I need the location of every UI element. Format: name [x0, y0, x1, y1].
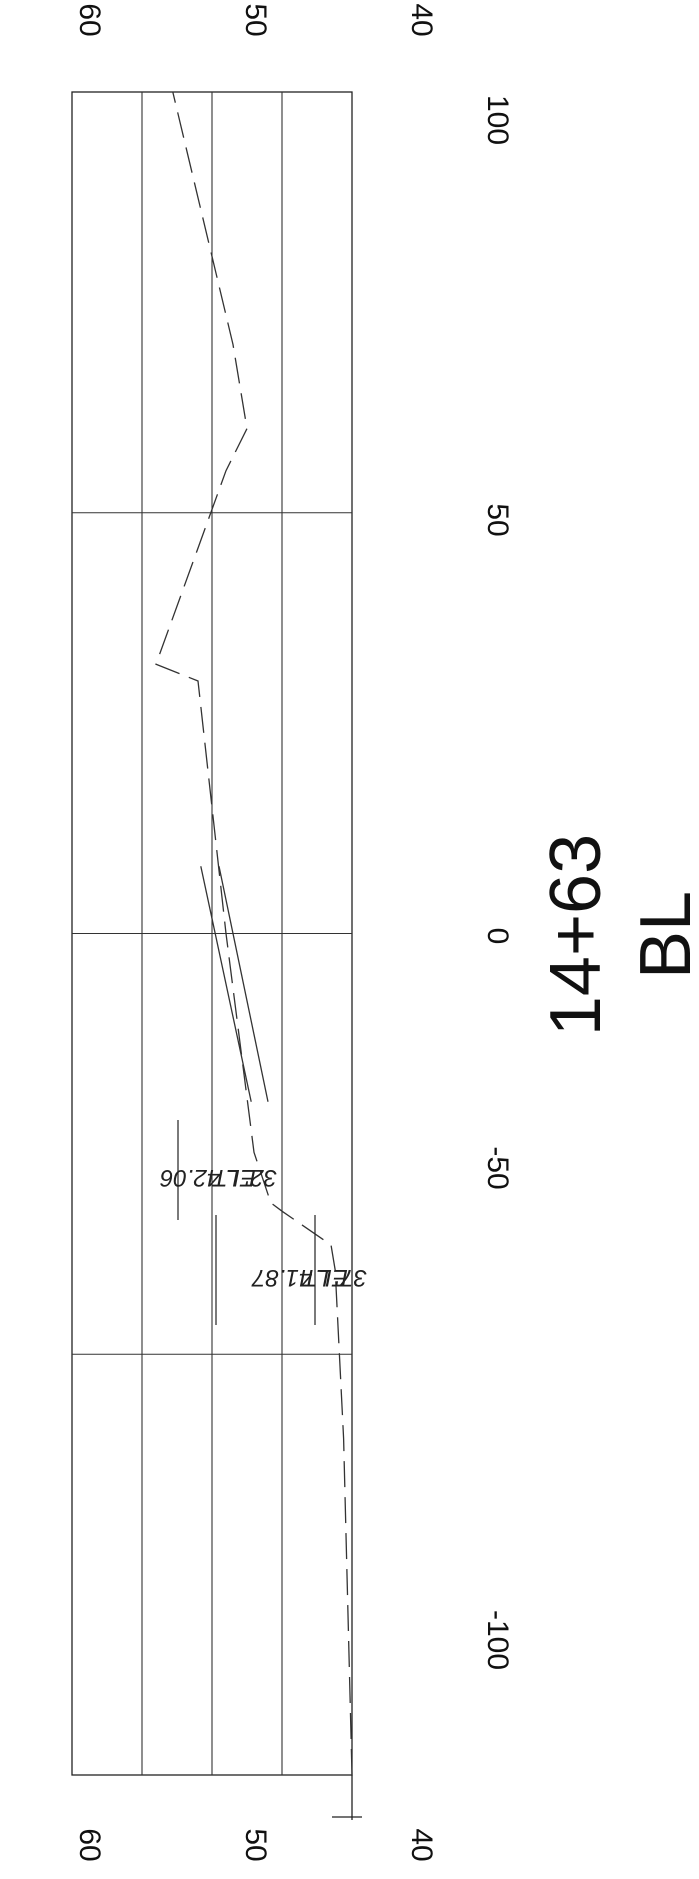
- x-tick-label-100: 100: [481, 95, 514, 145]
- annotation-offset-37: 37' LT: [301, 1264, 368, 1291]
- x-tick-label-minus-50: -50: [481, 1146, 514, 1189]
- proposed-section-line: [218, 866, 269, 1102]
- plot-area: [71, 91, 362, 1820]
- y-tick-label-right-60: 60: [73, 3, 106, 36]
- proposed-section-line: [200, 866, 252, 1102]
- chart-subtitle-baseline: BL: [626, 891, 699, 979]
- chart-title-station: 14+63: [536, 834, 616, 1036]
- x-tick-label-minus-100: -100: [481, 1610, 514, 1670]
- y-tick-label-left-50: 50: [239, 1828, 272, 1861]
- y-tick-label-right-40: 40: [405, 3, 438, 36]
- y-tick-label-left-40: 40: [405, 1828, 438, 1861]
- annotation-offset-32: 32' LT: [211, 1164, 278, 1191]
- existing-ground-line: [155, 91, 353, 1776]
- y-tick-label-left-60: 60: [73, 1828, 106, 1861]
- x-tick-label-0: 0: [481, 928, 514, 945]
- y-tick-label-right-50: 50: [239, 3, 272, 36]
- x-tick-label-50: 50: [481, 503, 514, 536]
- annotation-elevation-42-06: EL 42.06: [160, 1164, 256, 1191]
- annotation-elevation-41-87: EL 41.87: [251, 1264, 348, 1291]
